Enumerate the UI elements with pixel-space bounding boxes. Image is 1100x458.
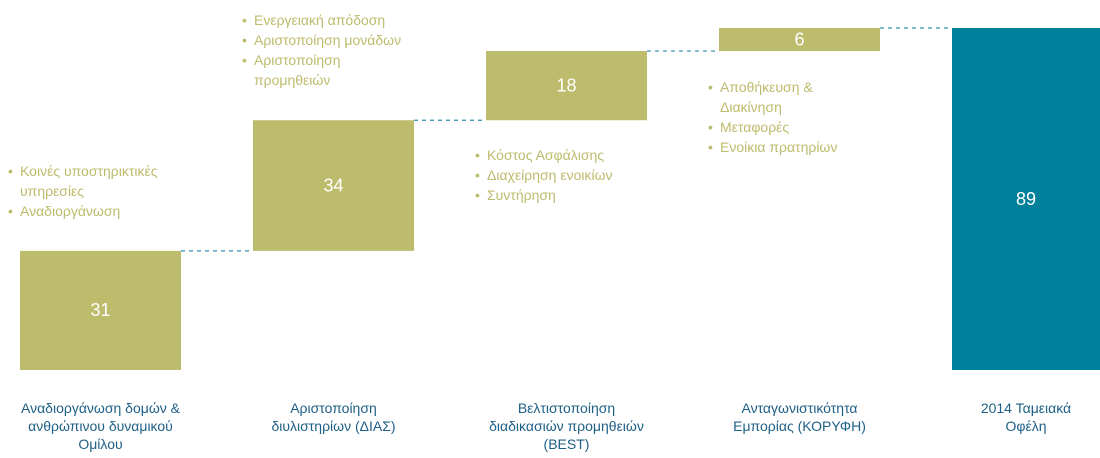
- annotation-item: Συντήρηση: [475, 185, 653, 205]
- category-label: Ανταγωνιστικότητα Εμπορίας (ΚΟΡΥΦΗ): [733, 400, 866, 434]
- value-label: 34: [323, 175, 343, 195]
- category-label: Βελτιστοποίηση διαδικασιών προμηθειών (B…: [489, 400, 644, 452]
- annotation: Ενεργειακή απόδοσηΑριστοποίηση μονάδωνΑρ…: [242, 10, 410, 90]
- bar: [20, 250, 181, 370]
- category-label: Αναδιοργάνωση δομών & ανθρώπινου δυναμικ…: [21, 400, 180, 452]
- annotation: Αποθήκευση & ΔιακίνησηΜεταφορέςΕνοίκια π…: [708, 77, 863, 157]
- bar: [719, 28, 880, 52]
- annotation-item: Αριστοποίηση μονάδων: [242, 30, 410, 50]
- category-label: 2014 Ταμειακά Οφέλη: [980, 400, 1072, 434]
- value-label: 31: [90, 300, 110, 320]
- annotation-item: Αναδιοργάνωση: [8, 201, 186, 221]
- annotation-item: Μεταφορές: [708, 117, 863, 137]
- value-label: 18: [556, 75, 576, 95]
- bar: [952, 28, 1100, 370]
- annotation-item: Ενεργειακή απόδοση: [242, 10, 410, 30]
- annotation-item: Αποθήκευση & Διακίνηση: [708, 77, 863, 117]
- annotation-item: Αριστοποίηση προμηθειών: [242, 50, 410, 90]
- annotation-item: Κοινές υποστηρικτικές υπηρεσίες: [8, 161, 186, 201]
- value-label: 6: [794, 29, 804, 49]
- bar: [253, 120, 414, 251]
- category-label: Αριστοποίηση διυλιστηρίων (ΔΙΑΣ): [271, 400, 396, 434]
- annotation-item: Ενοίκια πρατηρίων: [708, 137, 863, 157]
- annotation: Κόστος ΑσφάλισηςΔιαχείρηση ενοικίωνΣυντή…: [475, 145, 653, 205]
- value-label: 89: [1016, 189, 1036, 209]
- bar: [486, 51, 647, 121]
- annotation-item: Κόστος Ασφάλισης: [475, 145, 653, 165]
- annotation-item: Διαχείρηση ενοικίων: [475, 165, 653, 185]
- annotation: Κοινές υποστηρικτικές υπηρεσίεςΑναδιοργά…: [8, 161, 186, 221]
